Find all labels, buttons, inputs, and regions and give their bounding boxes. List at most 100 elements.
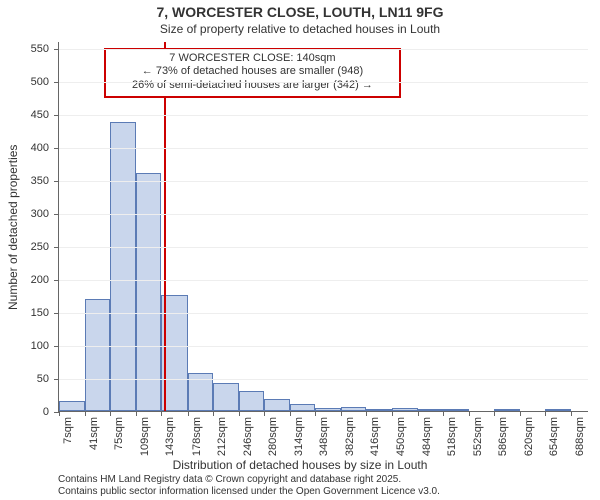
y-tick-label: 450 bbox=[31, 109, 49, 121]
histogram-bar bbox=[392, 408, 418, 411]
x-tick-mark bbox=[392, 411, 393, 416]
histogram-bar bbox=[136, 173, 162, 411]
histogram-bar bbox=[110, 122, 136, 411]
annotation-line-1: 7 WORCESTER CLOSE: 140sqm bbox=[112, 52, 393, 66]
x-tick-mark bbox=[315, 411, 316, 416]
histogram-bar bbox=[85, 299, 111, 411]
x-tick-mark bbox=[110, 411, 111, 416]
y-tick-mark bbox=[54, 280, 59, 281]
histogram-bar bbox=[418, 409, 444, 411]
y-tick-label: 400 bbox=[31, 142, 49, 154]
grid-line bbox=[59, 247, 588, 248]
chart-subtitle: Size of property relative to detached ho… bbox=[0, 22, 600, 36]
x-tick-mark bbox=[85, 411, 86, 416]
x-tick-label: 314sqm bbox=[293, 417, 305, 456]
y-tick-label: 0 bbox=[43, 406, 49, 418]
y-tick-label: 150 bbox=[31, 307, 49, 319]
y-axis-label: Number of detached properties bbox=[6, 144, 20, 309]
y-tick-label: 300 bbox=[31, 208, 49, 220]
x-tick-label: 620sqm bbox=[523, 417, 535, 456]
y-tick-label: 50 bbox=[37, 373, 49, 385]
histogram-bar bbox=[59, 401, 85, 411]
grid-line bbox=[59, 346, 588, 347]
histogram-bar bbox=[239, 391, 265, 411]
footnote-text: Contains HM Land Registry data © Crown c… bbox=[58, 474, 440, 498]
x-tick-mark bbox=[520, 411, 521, 416]
x-tick-label: 75sqm bbox=[113, 417, 125, 450]
x-tick-label: 178sqm bbox=[191, 417, 203, 456]
histogram-bar bbox=[213, 383, 239, 411]
x-tick-label: 416sqm bbox=[369, 417, 381, 456]
x-tick-mark bbox=[161, 411, 162, 416]
chart-title: 7, WORCESTER CLOSE, LOUTH, LN11 9FG bbox=[0, 4, 600, 20]
x-tick-mark bbox=[366, 411, 367, 416]
x-tick-label: 654sqm bbox=[548, 417, 560, 456]
chart-container: 7, WORCESTER CLOSE, LOUTH, LN11 9FG Size… bbox=[0, 0, 600, 500]
y-tick-mark bbox=[54, 49, 59, 50]
y-tick-mark bbox=[54, 346, 59, 347]
x-tick-mark bbox=[443, 411, 444, 416]
y-tick-label: 200 bbox=[31, 274, 49, 286]
y-tick-label: 500 bbox=[31, 76, 49, 88]
y-tick-label: 250 bbox=[31, 241, 49, 253]
grid-line bbox=[59, 280, 588, 281]
histogram-bar bbox=[290, 404, 316, 411]
x-tick-mark bbox=[188, 411, 189, 416]
x-tick-label: 552sqm bbox=[472, 417, 484, 456]
x-axis-label: Distribution of detached houses by size … bbox=[0, 458, 600, 472]
y-tick-label: 550 bbox=[31, 43, 49, 55]
x-tick-mark bbox=[59, 411, 60, 416]
x-tick-label: 688sqm bbox=[574, 417, 586, 456]
x-tick-label: 246sqm bbox=[242, 417, 254, 456]
histogram-bar bbox=[494, 409, 520, 411]
x-tick-mark bbox=[290, 411, 291, 416]
histogram-bar bbox=[366, 409, 392, 411]
grid-line bbox=[59, 49, 588, 50]
y-tick-label: 350 bbox=[31, 175, 49, 187]
y-tick-mark bbox=[54, 148, 59, 149]
y-tick-mark bbox=[54, 313, 59, 314]
x-tick-mark bbox=[494, 411, 495, 416]
y-tick-mark bbox=[54, 214, 59, 215]
x-tick-label: 41sqm bbox=[88, 417, 100, 450]
histogram-bar bbox=[545, 409, 571, 411]
grid-line bbox=[59, 313, 588, 314]
x-tick-mark bbox=[545, 411, 546, 416]
grid-line bbox=[59, 115, 588, 116]
x-tick-label: 280sqm bbox=[267, 417, 279, 456]
x-tick-mark bbox=[469, 411, 470, 416]
x-tick-mark bbox=[213, 411, 214, 416]
histogram-bar bbox=[315, 408, 341, 411]
y-tick-mark bbox=[54, 181, 59, 182]
x-tick-mark bbox=[341, 411, 342, 416]
histogram-bar bbox=[341, 407, 367, 411]
x-tick-label: 484sqm bbox=[421, 417, 433, 456]
grid-line bbox=[59, 148, 588, 149]
annotation-line-2: ← 73% of detached houses are smaller (94… bbox=[112, 65, 393, 79]
x-tick-mark bbox=[571, 411, 572, 416]
grid-line bbox=[59, 181, 588, 182]
x-tick-label: 586sqm bbox=[497, 417, 509, 456]
x-tick-label: 212sqm bbox=[216, 417, 228, 456]
annotation-box: 7 WORCESTER CLOSE: 140sqm ← 73% of detac… bbox=[104, 48, 401, 98]
grid-line bbox=[59, 82, 588, 83]
grid-line bbox=[59, 214, 588, 215]
x-tick-label: 450sqm bbox=[395, 417, 407, 456]
plot-area: 7 WORCESTER CLOSE: 140sqm ← 73% of detac… bbox=[58, 42, 588, 412]
x-tick-mark bbox=[239, 411, 240, 416]
grid-line bbox=[59, 379, 588, 380]
x-tick-label: 143sqm bbox=[164, 417, 176, 456]
y-tick-mark bbox=[54, 82, 59, 83]
y-tick-label: 100 bbox=[31, 340, 49, 352]
y-tick-mark bbox=[54, 115, 59, 116]
x-tick-mark bbox=[136, 411, 137, 416]
x-tick-label: 518sqm bbox=[446, 417, 458, 456]
histogram-bar bbox=[264, 399, 290, 411]
x-tick-label: 348sqm bbox=[318, 417, 330, 456]
x-tick-mark bbox=[418, 411, 419, 416]
x-tick-label: 109sqm bbox=[139, 417, 151, 456]
x-tick-label: 7sqm bbox=[62, 417, 74, 444]
y-tick-mark bbox=[54, 379, 59, 380]
histogram-bar bbox=[443, 409, 469, 411]
x-tick-mark bbox=[264, 411, 265, 416]
